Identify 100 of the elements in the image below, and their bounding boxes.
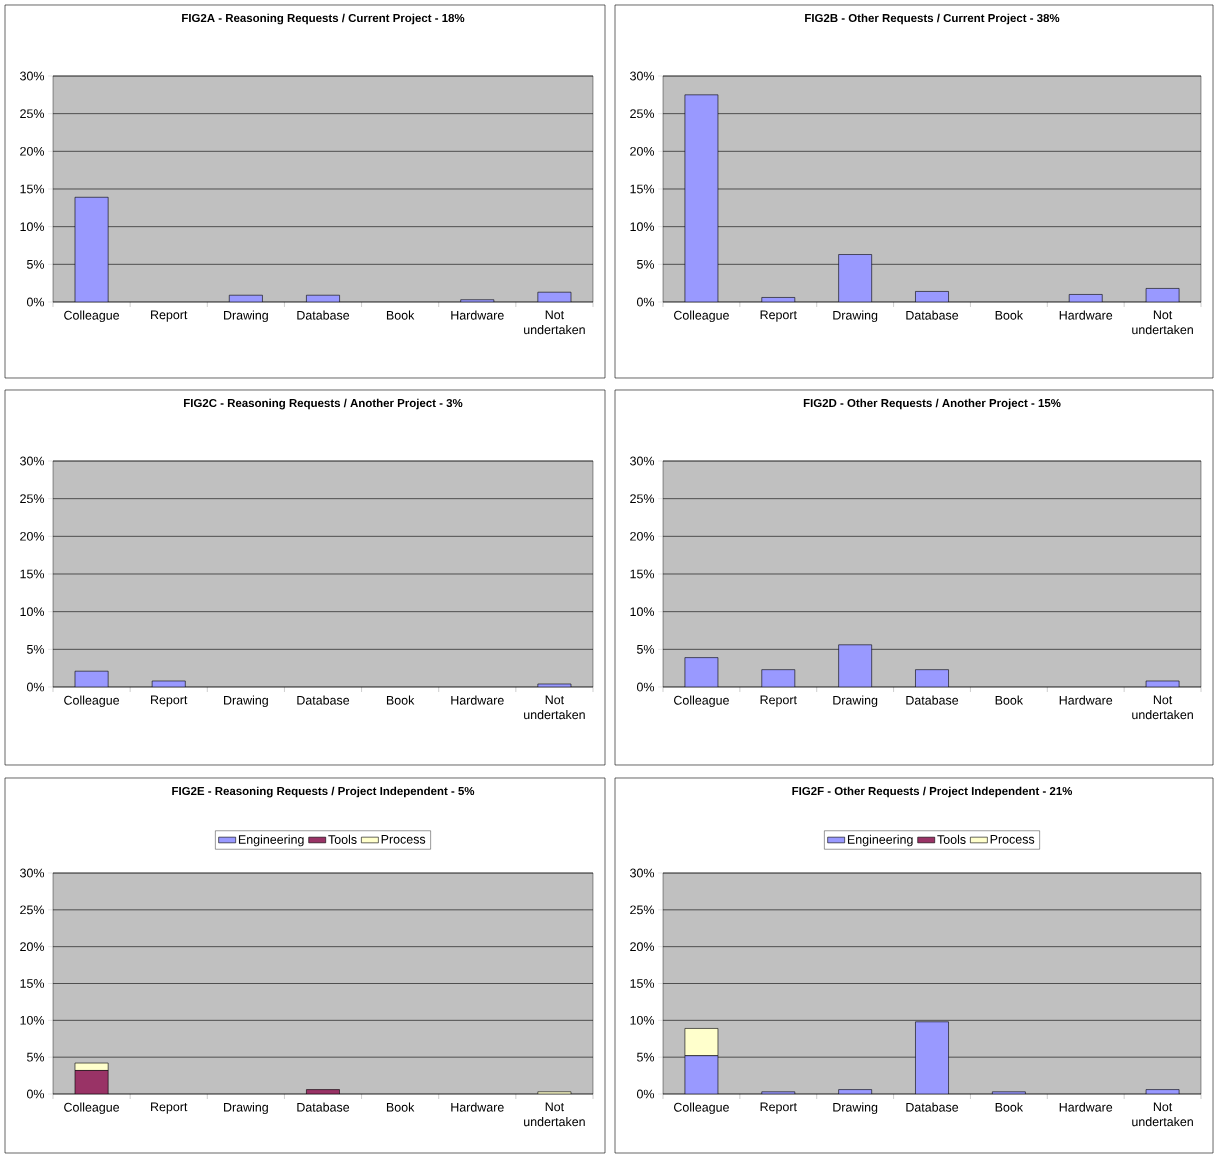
legend-label: Engineering [238,834,304,847]
bar [74,196,109,302]
x-tick-label: Not undertaken [1132,1102,1193,1127]
x-tick-label: Drawing [224,695,268,708]
y-tick-label: 10% [630,1015,655,1025]
y-tick-label: 30% [20,456,45,466]
y-tick-label: 30% [20,868,45,878]
bar [684,1055,719,1094]
x-tick-label: Database [297,695,350,705]
y-tick-label: 0% [26,682,45,692]
x-tick-label: Hardware [451,310,504,320]
x-tick-label: Colleague [674,1102,729,1115]
y-tick-label: 5% [26,259,45,269]
y-tick-label: 20% [20,531,45,541]
x-tick-label: Hardware [451,695,504,705]
x-tick-label: Drawing [833,695,878,708]
y-tick-label: 30% [630,71,655,81]
x-tick-label: Drawing [833,1102,878,1115]
y-tick-label: 0% [636,297,655,307]
x-tick-label: Drawing [224,1102,268,1115]
x-tick-label: Not undertaken [524,310,585,335]
y-tick-label: 5% [636,644,655,654]
x-tick-label: Book [386,310,415,320]
chart-title: FIG2A - Reasoning Requests / Current Project - 18% [182,13,465,25]
y-tick-label: 20% [630,146,655,156]
y-tick-label: 5% [26,1052,45,1062]
y-tick-label: 10% [20,222,45,232]
y-tick-label: 10% [630,222,655,232]
legend-label: Process [990,834,1035,844]
legend-label: Tools [937,834,966,844]
y-tick-label: 0% [26,1089,45,1099]
y-tick-label: 25% [630,905,655,915]
chart-title: FIG2D - Other Requests / Another Project - 15% [803,398,1061,410]
y-tick-label: 10% [20,607,45,617]
y-tick-label: 15% [20,979,45,988]
y-tick-label: 0% [636,1089,655,1099]
x-tick-label: Not undertaken [1132,310,1193,335]
y-tick-label: 30% [630,868,655,878]
x-tick-label: Hardware [1059,1102,1113,1112]
x-tick-label: Report [760,1102,797,1114]
y-tick-label: 15% [630,184,655,194]
chart-title: FIG2C - Reasoning Requests / Another Project - 3% [184,398,463,410]
y-tick-label: 0% [636,682,655,692]
legend-label: Engineering [847,834,913,847]
x-tick-label: Book [995,695,1024,705]
x-tick-label: Report [151,310,188,322]
y-tick-label: 0% [26,297,45,307]
y-tick-label: 15% [630,979,655,988]
y-tick-label: 10% [630,607,655,617]
legend-label: Tools [328,834,357,844]
x-tick-label: Book [386,695,415,705]
x-tick-label: Report [151,695,188,707]
x-tick-label: Database [297,1102,350,1112]
chart-title: FIG2E - Reasoning Requests / Project Independent - 5% [172,786,475,798]
y-tick-label: 25% [630,494,655,504]
x-tick-label: Hardware [451,1102,504,1112]
y-tick-label: 25% [20,494,45,504]
x-tick-label: Hardware [1059,310,1113,320]
bar [74,1070,109,1094]
y-tick-label: 5% [636,1052,655,1062]
x-tick-label: Drawing [833,310,878,323]
y-tick-label: 30% [20,71,45,81]
x-tick-label: Not undertaken [524,695,585,720]
bar [915,1021,949,1094]
x-tick-label: Report [151,1102,188,1114]
x-tick-label: Not undertaken [524,1102,585,1127]
x-tick-label: Colleague [64,695,120,708]
x-tick-label: Colleague [64,1102,120,1115]
y-tick-label: 15% [20,184,45,194]
x-tick-label: Book [995,310,1024,320]
x-tick-label: Colleague [64,310,120,323]
y-tick-label: 25% [20,109,45,119]
y-tick-label: 10% [20,1015,45,1025]
y-tick-label: 20% [630,942,655,952]
x-tick-label: Book [995,1102,1024,1112]
x-tick-label: Colleague [674,695,729,708]
y-tick-label: 20% [630,531,655,541]
y-tick-label: 25% [630,109,655,119]
legend-label: Process [381,834,426,844]
x-tick-label: Database [906,695,959,705]
x-tick-label: Drawing [224,310,268,323]
y-tick-label: 20% [20,146,45,156]
x-tick-label: Colleague [674,310,729,323]
chart-title: FIG2F - Other Requests / Project Independent - 21% [792,786,1073,798]
y-tick-label: 15% [20,569,45,579]
y-tick-label: 30% [630,456,655,466]
x-tick-label: Report [760,695,797,707]
y-tick-label: 15% [630,569,655,579]
x-tick-label: Hardware [1059,695,1113,705]
chart-title: FIG2B - Other Requests / Current Project - 38% [805,13,1060,25]
x-tick-label: Database [906,1102,959,1112]
y-tick-label: 5% [636,259,655,269]
y-tick-label: 5% [26,644,45,654]
x-tick-label: Database [906,310,959,320]
y-tick-label: 25% [20,905,45,915]
x-tick-label: Book [386,1102,415,1112]
x-tick-label: Not undertaken [1132,695,1193,720]
x-tick-label: Database [297,310,350,320]
y-tick-label: 20% [20,942,45,952]
x-tick-label: Report [760,310,797,322]
